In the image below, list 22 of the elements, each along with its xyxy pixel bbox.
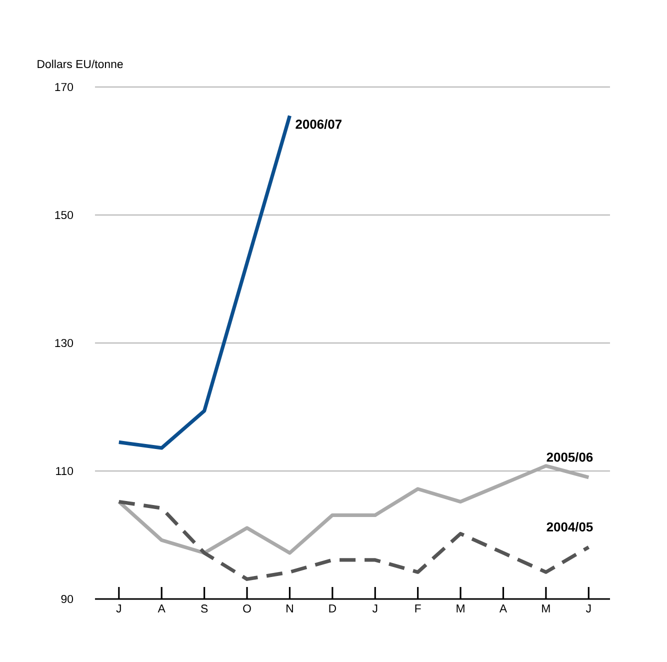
x-tick-label: J (372, 604, 378, 613)
x-tick-label: D (329, 604, 336, 612)
x-tick-label: N (286, 604, 293, 612)
x-tick-label: S (201, 604, 208, 613)
series-label: 2005/06 (546, 452, 593, 462)
x-tick-label: J (116, 604, 121, 613)
y-tick-label: 150 (55, 210, 74, 220)
series-label: 2006/07 (296, 119, 342, 129)
series-label: 2004/05 (546, 522, 593, 532)
y-tick-label: 110 (56, 466, 74, 476)
y-tick-label: 90 (61, 594, 74, 604)
y-tick-label: 170 (55, 82, 74, 92)
x-tick-label: M (542, 604, 550, 612)
y-tick-label: 130 (55, 338, 74, 348)
x-tick-label: J (586, 604, 591, 613)
x-tick-label: F (415, 604, 421, 612)
y-axis-title: Dollars EU/tonne (38, 60, 123, 68)
x-tick-label: A (158, 604, 166, 612)
x-tick-label: A (499, 604, 508, 612)
x-tick-label: M (456, 604, 464, 612)
line-series (117, 114, 292, 450)
x-tick-label: O (243, 604, 251, 613)
